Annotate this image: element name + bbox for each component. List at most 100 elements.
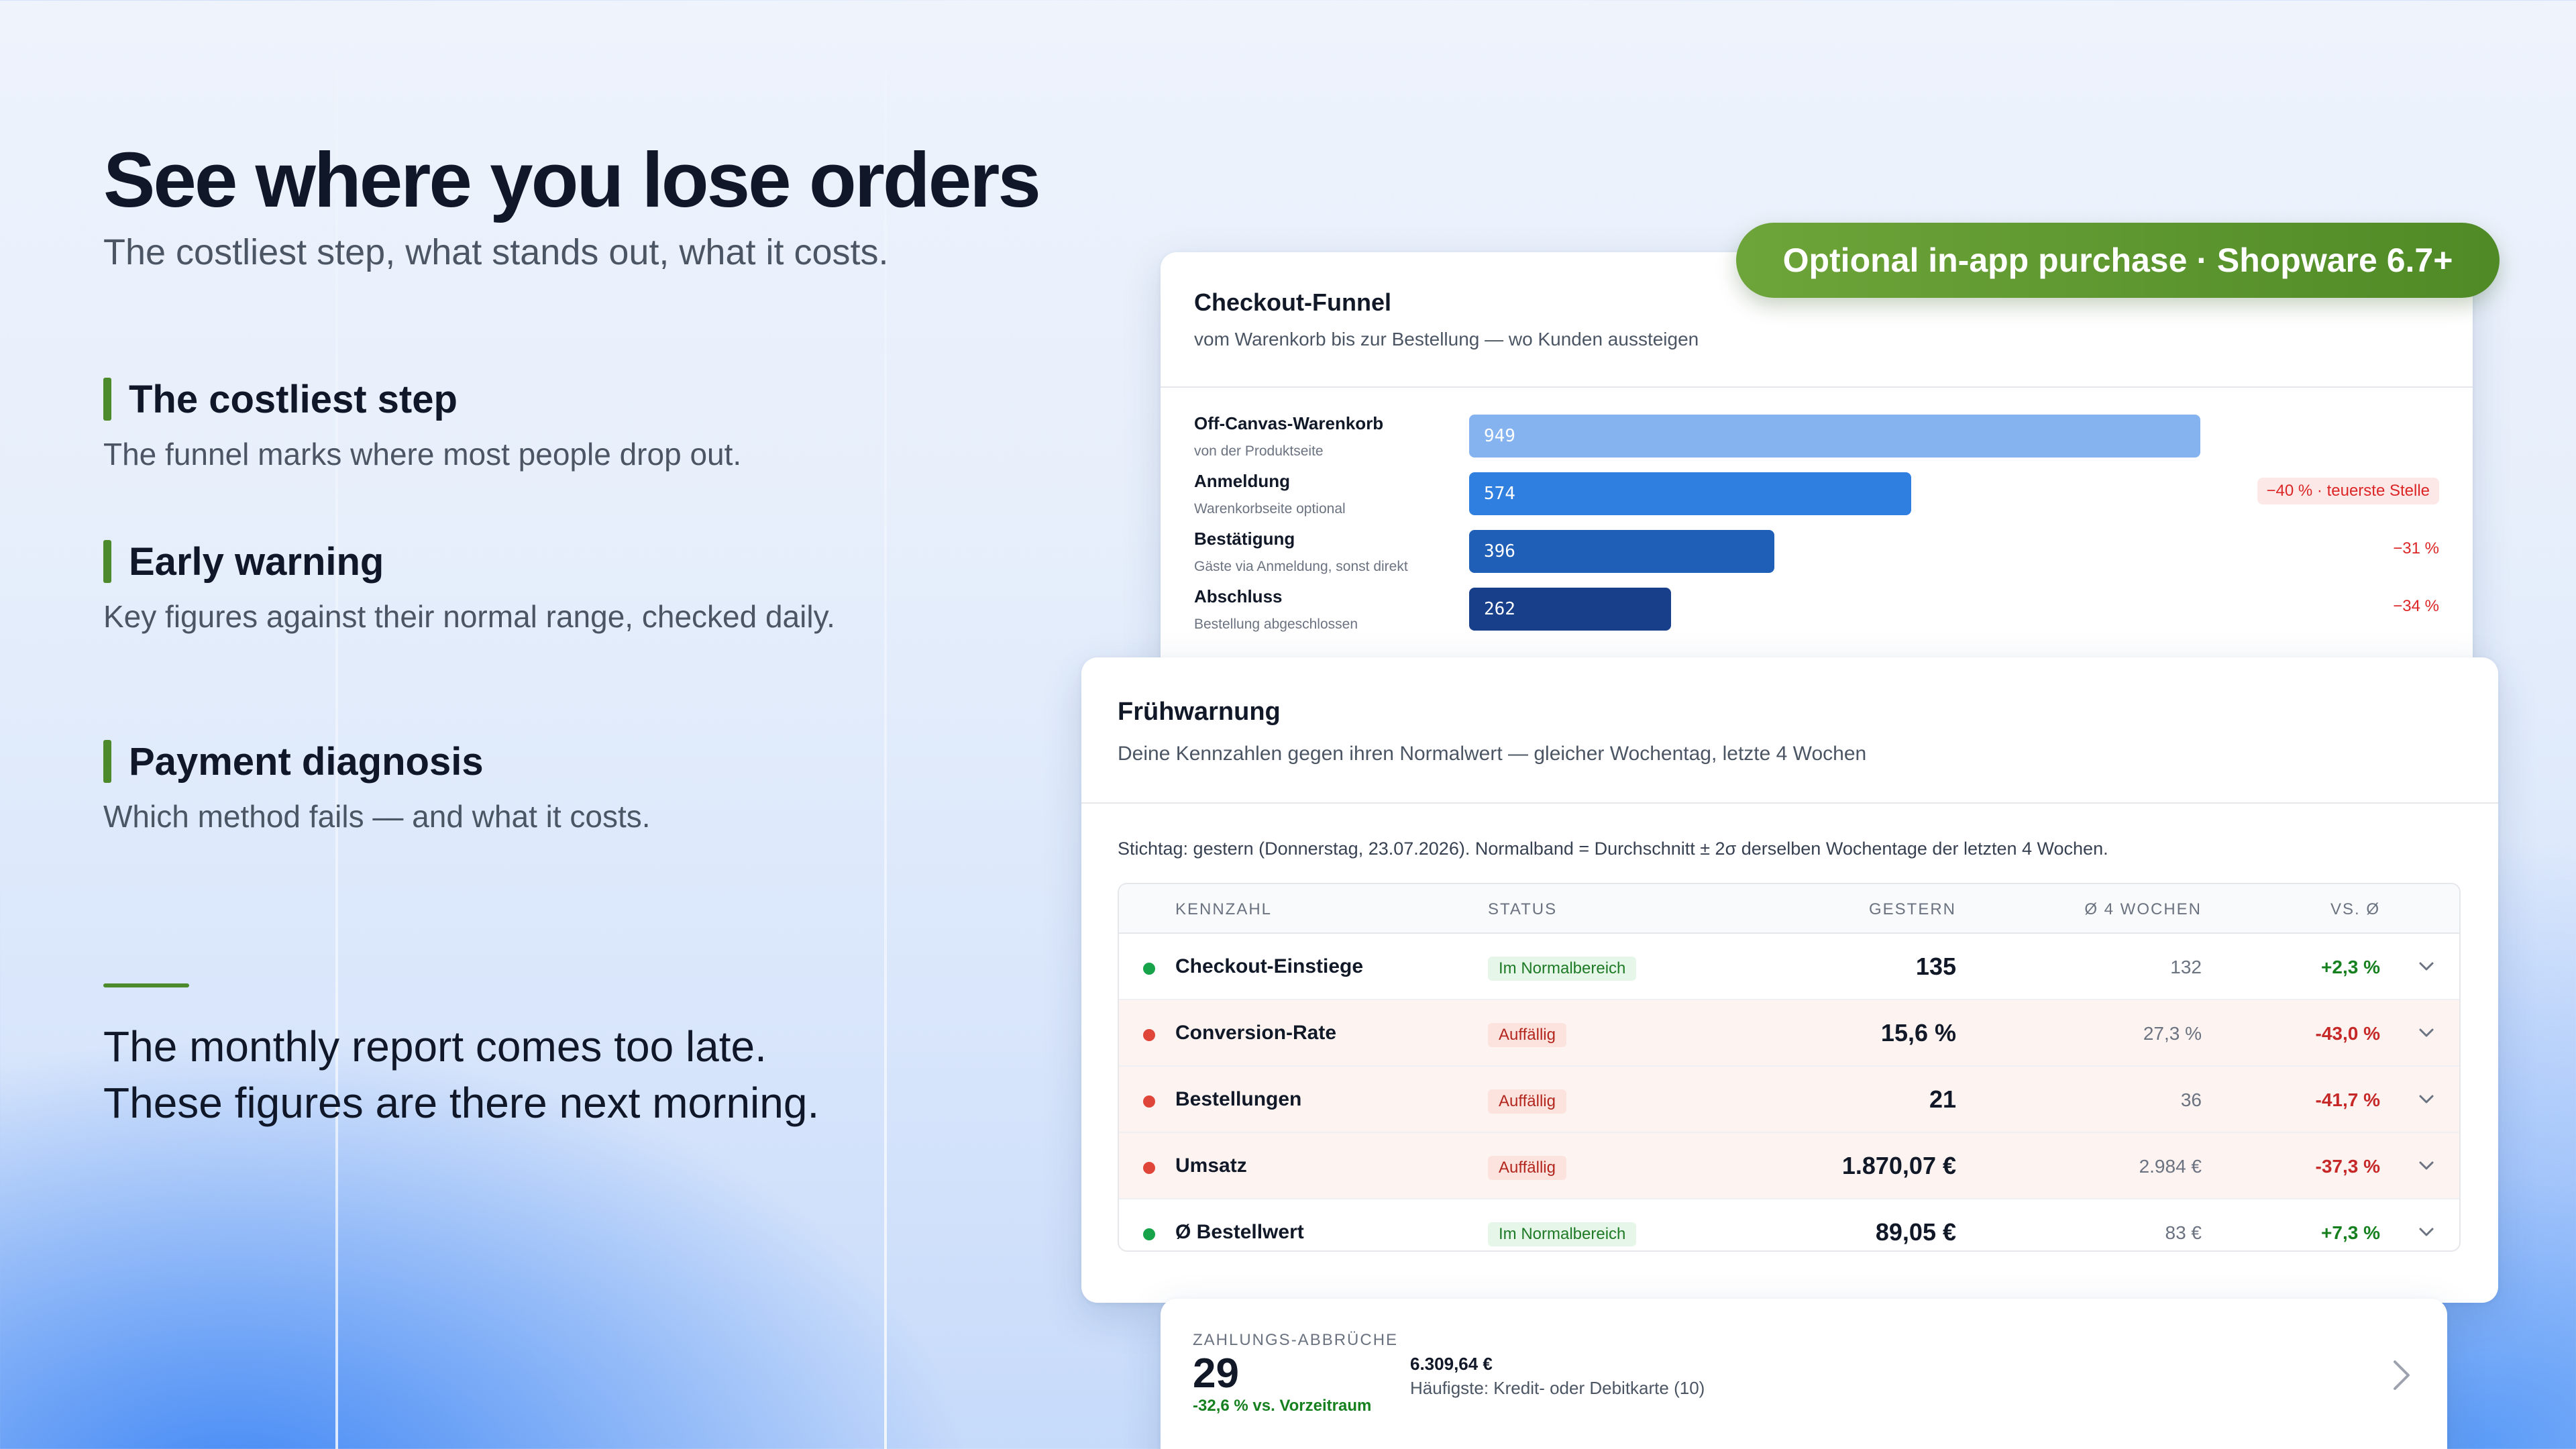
status-badge: Auffällig — [1488, 1156, 1566, 1180]
header-status: STATUS — [1488, 900, 1558, 918]
headline: See where you lose orders — [103, 136, 1041, 223]
decor-streak — [335, 0, 338, 1449]
feature-text: Key figures against their normal range, … — [103, 599, 835, 634]
chevron-down-icon[interactable] — [2416, 1222, 2436, 1242]
payment-label: ZAHLUNGS-ABBRÜCHE — [1193, 1331, 1399, 1349]
feature-early-warning: Early warning Key figures against their … — [103, 538, 841, 639]
funnel-step-name: Bestätigung — [1194, 529, 1295, 549]
funnel-step-name: Off-Canvas-Warenkorb — [1194, 413, 1384, 433]
funnel-step: Off-Canvas-Warenkorb von der Produktseite… — [1194, 413, 2439, 471]
status-dot — [1143, 1029, 1155, 1041]
checkout-funnel-card: Checkout-Funnel vom Warenkorb bis zur Be… — [1161, 252, 2473, 682]
table-row[interactable]: Ø Bestellwert Im Normalbereich 89,05 € 83 €… — [1119, 1199, 2459, 1250]
card-divider — [1081, 802, 2498, 804]
kpi-name: Conversion-Rate — [1175, 1022, 1337, 1044]
closing-line-2: These figures are there next morning. — [103, 1079, 820, 1127]
chevron-down-icon[interactable] — [2416, 1023, 2436, 1043]
funnel-subtitle: vom Warenkorb bis zur Bestellung — wo Ku… — [1194, 329, 1699, 350]
status-dot — [1143, 1228, 1155, 1240]
table-header: KENNZAHL STATUS GESTERN Ø 4 WOCHEN VS. Ø — [1119, 884, 2459, 934]
status-dot — [1143, 963, 1155, 975]
kpi-yesterday: 135 — [1915, 953, 1956, 980]
warning-subtitle: Deine Kennzahlen gegen ihren Normalwert … — [1118, 743, 1867, 765]
kpi-vs-avg: -41,7 % — [2315, 1089, 2381, 1110]
kpi-vs-avg: +7,3 % — [2321, 1222, 2380, 1243]
kpi-vs-avg: -43,0 % — [2315, 1023, 2381, 1044]
feature-text: Which method fails — and what it costs. — [103, 799, 651, 834]
header-vs: VS. Ø — [2330, 900, 2380, 918]
chevron-right-icon[interactable] — [2390, 1358, 2414, 1393]
funnel-step-hint: Gäste via Anmeldung, sonst direkt — [1194, 559, 1408, 574]
funnel-bar: 396 — [1469, 530, 1774, 573]
header-avg: Ø 4 WOCHEN — [2084, 900, 2202, 918]
chevron-down-icon[interactable] — [2416, 957, 2436, 977]
table-row[interactable]: Conversion-Rate Auffällig 15,6 % 27,3 % -43,… — [1119, 1000, 2459, 1067]
funnel-step-name: Abschluss — [1194, 586, 1283, 606]
table-row[interactable]: Bestellungen Auffällig 21 36 -41,7 % — [1119, 1067, 2459, 1133]
payment-amount: 6.309,64 € — [1410, 1354, 1493, 1374]
chevron-down-icon[interactable] — [2416, 1089, 2436, 1110]
funnel-step-label: Anmeldung Warenkorbseite optional — [1194, 471, 1346, 517]
feature-costliest-step: The costliest step The funnel marks wher… — [103, 376, 875, 476]
feature-accent-bar — [103, 378, 111, 421]
kpi-vs-avg: -37,3 % — [2315, 1156, 2381, 1177]
funnel-step-hint: Warenkorbseite optional — [1194, 501, 1346, 517]
status-badge: Auffällig — [1488, 1023, 1566, 1047]
kpi-4-week-avg: 2.984 € — [2139, 1156, 2202, 1177]
kpi-name: Bestellungen — [1175, 1088, 1302, 1110]
chevron-down-icon[interactable] — [2416, 1156, 2436, 1176]
funnel-bar: 574 — [1469, 472, 1911, 515]
funnel-bar: 949 — [1469, 415, 2200, 458]
payment-abort-card[interactable]: ZAHLUNGS-ABBRÜCHE 29 -32,6 % vs. Vorzeit… — [1161, 1299, 2447, 1449]
funnel-step: Bestätigung Gäste via Anmeldung, sonst di… — [1194, 529, 2439, 586]
header-kennzahl: KENNZAHL — [1175, 900, 1273, 918]
feature-title: The costliest step — [129, 377, 458, 421]
feature-payment-diagnosis: Payment diagnosis Which method fails — a… — [103, 738, 875, 839]
funnel-step-hint: Bestellung abgeschlossen — [1194, 616, 1358, 632]
table-row[interactable]: Umsatz Auffällig 1.870,07 € 2.984 € -37,3 % — [1119, 1133, 2459, 1199]
payment-count: 29 — [1193, 1350, 1239, 1397]
funnel-step: Abschluss Bestellung abgeschlossen 262 −34 … — [1194, 586, 2439, 644]
decor-streak — [884, 0, 887, 1449]
funnel-drop-rate: −40 % · teuerste Stelle — [2257, 478, 2439, 504]
kpi-yesterday: 21 — [1929, 1085, 1956, 1113]
feature-accent-bar — [103, 540, 111, 583]
funnel-step: Anmeldung Warenkorbseite optional 574 −40 %… — [1194, 471, 2439, 529]
funnel-drop-rate: −34 % — [2393, 597, 2439, 615]
closing-statement: The monthly report comes too late. These… — [103, 1018, 1042, 1131]
kpi-4-week-avg: 27,3 % — [2143, 1023, 2202, 1044]
kpi-4-week-avg: 83 € — [2165, 1222, 2202, 1243]
funnel-step-name: Anmeldung — [1194, 471, 1290, 491]
kpi-name: Checkout-Einstiege — [1175, 955, 1364, 977]
feature-title: Payment diagnosis — [129, 739, 484, 784]
funnel-title: Checkout-Funnel — [1194, 288, 1391, 316]
payment-change: -32,6 % vs. Vorzeitraum — [1193, 1397, 1372, 1415]
in-app-purchase-badge: Optional in-app purchase · Shopware 6.7+ — [1736, 223, 2500, 298]
card-divider — [1161, 386, 2473, 388]
funnel-step-label: Bestätigung Gäste via Anmeldung, sonst di… — [1194, 529, 1408, 575]
payment-top-method: Häufigste: Kredit- oder Debitkarte (10) — [1410, 1378, 1705, 1398]
funnel-bar: 262 — [1469, 588, 1671, 631]
funnel-step-hint: von der Produktseite — [1194, 443, 1324, 459]
kpi-yesterday: 15,6 % — [1880, 1019, 1956, 1046]
header-gestern: GESTERN — [1868, 900, 1956, 918]
fruehwarnung-card: Frühwarnung Deine Kennzahlen gegen ihren… — [1081, 657, 2498, 1303]
kpi-name: Ø Bestellwert — [1175, 1221, 1304, 1243]
status-badge: Im Normalbereich — [1488, 957, 1637, 981]
status-dot — [1143, 1162, 1155, 1174]
accent-divider — [103, 983, 189, 987]
funnel-step-label: Off-Canvas-Warenkorb von der Produktseite — [1194, 413, 1383, 460]
closing-line-1: The monthly report comes too late. — [103, 1022, 767, 1071]
kpi-yesterday: 1.870,07 € — [1841, 1152, 1956, 1179]
table-row[interactable]: Checkout-Einstiege Im Normalbereich 135 132… — [1119, 934, 2459, 1000]
funnel-step-label: Abschluss Bestellung abgeschlossen — [1194, 586, 1358, 633]
funnel-drop-rate: −31 % — [2393, 539, 2439, 557]
kpi-4-week-avg: 132 — [2170, 957, 2202, 977]
status-badge: Auffällig — [1488, 1089, 1566, 1114]
warning-title: Frühwarnung — [1118, 698, 1281, 726]
feature-accent-bar — [103, 740, 111, 783]
hero: See where you lose orders The costliest … — [103, 134, 1110, 274]
feature-title: Early warning — [129, 539, 384, 584]
kpi-name: Umsatz — [1175, 1155, 1247, 1177]
reference-date-note: Stichtag: gestern (Donnerstag, 23.07.202… — [1118, 839, 2108, 859]
